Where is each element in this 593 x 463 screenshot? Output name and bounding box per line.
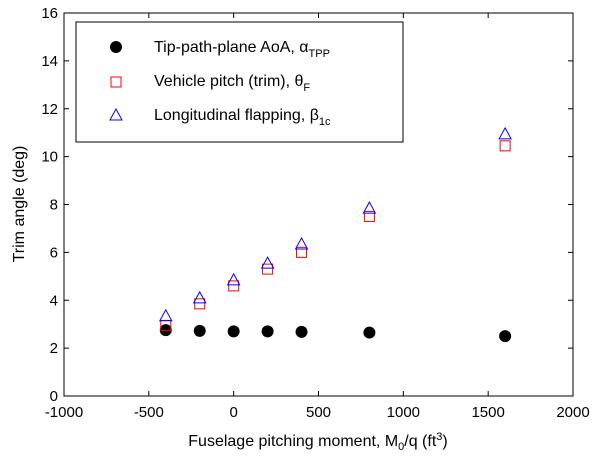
- legend-entry-flapping: Longitudinal flapping, β1c: [154, 107, 331, 128]
- y-tick-label: 16: [41, 5, 58, 22]
- legend-marker-square: [110, 76, 122, 88]
- x-tick-label: 0: [229, 404, 237, 421]
- x-tick-label: -1000: [45, 404, 83, 421]
- point-longitudinal-flapping: [294, 236, 309, 250]
- data-markers: [158, 126, 512, 343]
- point-vehicle-pitch: [262, 263, 274, 275]
- y-tick-label: 4: [50, 292, 58, 309]
- legend-marker-triangle: [109, 107, 123, 121]
- point-vehicle-pitch: [228, 280, 240, 292]
- y-tick-label: 0: [50, 388, 58, 405]
- point-longitudinal-flapping: [362, 201, 377, 214]
- x-tick-label: 1500: [471, 404, 504, 421]
- point-tpp-aoa: [261, 325, 274, 338]
- point-tpp-aoa: [227, 325, 240, 338]
- point-vehicle-pitch: [296, 246, 308, 258]
- x-tick-label: 1000: [387, 404, 420, 421]
- point-longitudinal-flapping: [226, 272, 241, 286]
- point-vehicle-pitch: [363, 210, 375, 222]
- x-tick-label: 500: [306, 404, 331, 421]
- x-axis-label-sup: 3: [436, 431, 442, 443]
- x-axis-label-end: ): [442, 433, 447, 450]
- legend-box: [75, 21, 404, 143]
- y-tick-label: 12: [41, 101, 58, 118]
- point-vehicle-pitch: [499, 140, 511, 152]
- point-tpp-aoa: [499, 330, 512, 343]
- point-tpp-aoa: [295, 325, 308, 338]
- x-tick-label: -500: [134, 404, 164, 421]
- axis-ticks: [63, 12, 574, 397]
- legend-entry-tpp: Tip-path-plane AoA, αTPP: [154, 39, 330, 60]
- x-axis-label-main: Fuselage pitching moment, M: [188, 433, 398, 450]
- point-longitudinal-flapping: [498, 126, 512, 140]
- y-tick-label: 8: [50, 197, 58, 214]
- x-axis-label-mid: /q (ft: [404, 433, 437, 450]
- axis-tick-labels: -1000 -500 0 500 1000 1500 2000 0 2 4 6 8 10 12 14 16: [41, 5, 589, 421]
- y-tick-label: 10: [41, 149, 58, 166]
- point-longitudinal-flapping: [192, 290, 207, 304]
- x-axis-label-sub: 0: [398, 441, 404, 453]
- y-axis-label: Trim angle (deg): [11, 146, 28, 263]
- y-tick-label: 2: [50, 340, 58, 357]
- y-tick-label: 6: [50, 244, 58, 261]
- point-tpp-aoa: [193, 324, 206, 337]
- point-longitudinal-flapping: [260, 256, 275, 269]
- legend: Tip-path-plane AoA, αTPP Vehicle pitch (…: [75, 21, 404, 143]
- legend-entry-pitch: Vehicle pitch (trim), θF: [154, 73, 310, 94]
- x-tick-label: 2000: [556, 404, 589, 421]
- legend-marker-circle: [110, 41, 122, 53]
- point-vehicle-pitch: [194, 298, 206, 310]
- x-axis-label: Fuselage pitching moment, M0/q (ft3): [188, 431, 447, 453]
- point-tpp-aoa: [363, 326, 376, 339]
- y-tick-label: 14: [41, 53, 58, 70]
- point-longitudinal-flapping: [158, 308, 173, 322]
